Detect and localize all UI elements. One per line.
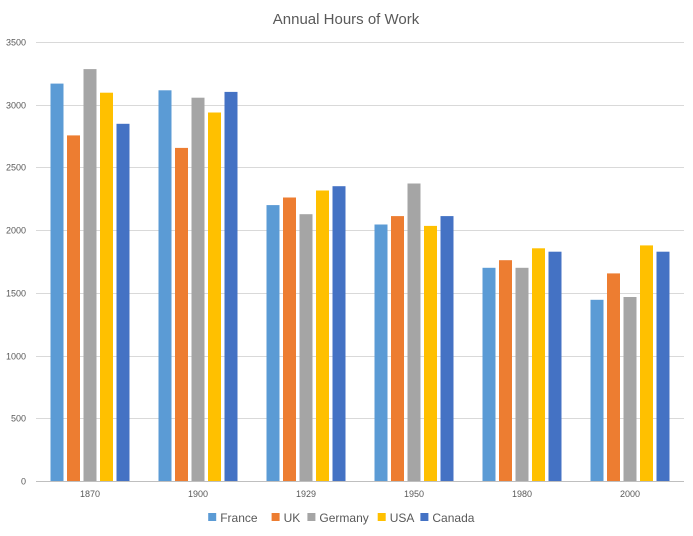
bar-germany-1870 <box>83 69 97 481</box>
legend-label-usa: USA <box>390 511 415 525</box>
bar-uk-1900 <box>175 147 188 481</box>
bar-germany-1929 <box>299 214 313 481</box>
bar-canada-1950 <box>440 216 454 481</box>
bar-canada-1929 <box>332 186 346 481</box>
bar-germany-1950 <box>407 183 421 481</box>
bar-usa-2000 <box>640 245 653 481</box>
y-tick-label: 3000 <box>6 101 26 111</box>
bar-uk-1980 <box>499 260 512 481</box>
legend-label-canada: Canada <box>432 511 474 525</box>
legend-label-germany: Germany <box>319 511 368 525</box>
x-tick-label: 1980 <box>512 489 532 499</box>
y-tick-label: 2500 <box>6 163 26 173</box>
bar-germany-2000 <box>623 297 637 481</box>
legend-swatch-canada <box>420 513 429 521</box>
bar-usa-1929 <box>316 190 329 481</box>
bar-usa-1950 <box>424 225 437 481</box>
legend-swatch-usa <box>377 513 386 521</box>
x-axis-ticks: 1870 1900 1929 1950 1980 2000 <box>80 489 640 499</box>
legend-swatch-germany <box>307 513 316 521</box>
bar-france-2000 <box>590 299 604 481</box>
y-tick-label: 1500 <box>6 289 26 299</box>
chart-title: Annual Hours of Work <box>273 11 420 28</box>
bar-uk-1950 <box>391 216 404 481</box>
gridlines <box>36 42 684 482</box>
bar-canada-1870 <box>116 123 130 482</box>
bar-france-1900 <box>158 90 172 482</box>
bar-france-1929 <box>266 205 280 481</box>
bar-uk-2000 <box>607 273 620 481</box>
legend: France UK Germany USA Canada <box>208 511 475 525</box>
bar-germany-1900 <box>191 97 205 481</box>
legend-label-uk: UK <box>284 511 301 525</box>
bar-france-1870 <box>50 83 64 481</box>
x-tick-label: 2000 <box>620 489 640 499</box>
legend-swatch-france <box>208 513 217 521</box>
legend-swatch-uk <box>271 513 280 521</box>
y-tick-label: 0 <box>21 477 26 487</box>
legend-label-france: France <box>220 511 258 525</box>
bars <box>50 69 670 482</box>
bar-canada-1900 <box>224 91 238 482</box>
y-tick-label: 2000 <box>6 226 26 236</box>
y-tick-label: 1000 <box>6 352 26 362</box>
x-tick-label: 1900 <box>188 489 208 499</box>
x-tick-label: 1950 <box>404 489 424 499</box>
bar-uk-1929 <box>283 197 296 481</box>
bar-usa-1980 <box>532 248 545 481</box>
bar-usa-1870 <box>100 92 113 481</box>
x-tick-label: 1870 <box>80 489 100 499</box>
y-axis-ticks: 0 500 1000 1500 2000 2500 3000 3500 <box>6 38 26 487</box>
bar-canada-2000 <box>656 251 670 481</box>
y-tick-label: 500 <box>11 414 26 424</box>
x-tick-label: 1929 <box>296 489 316 499</box>
bar-france-1980 <box>482 267 496 481</box>
bar-france-1950 <box>374 224 388 481</box>
bar-canada-1980 <box>548 251 562 481</box>
y-tick-label: 3500 <box>6 38 26 48</box>
bar-usa-1900 <box>208 112 221 481</box>
bar-uk-1870 <box>67 135 80 481</box>
bar-germany-1980 <box>515 267 529 481</box>
